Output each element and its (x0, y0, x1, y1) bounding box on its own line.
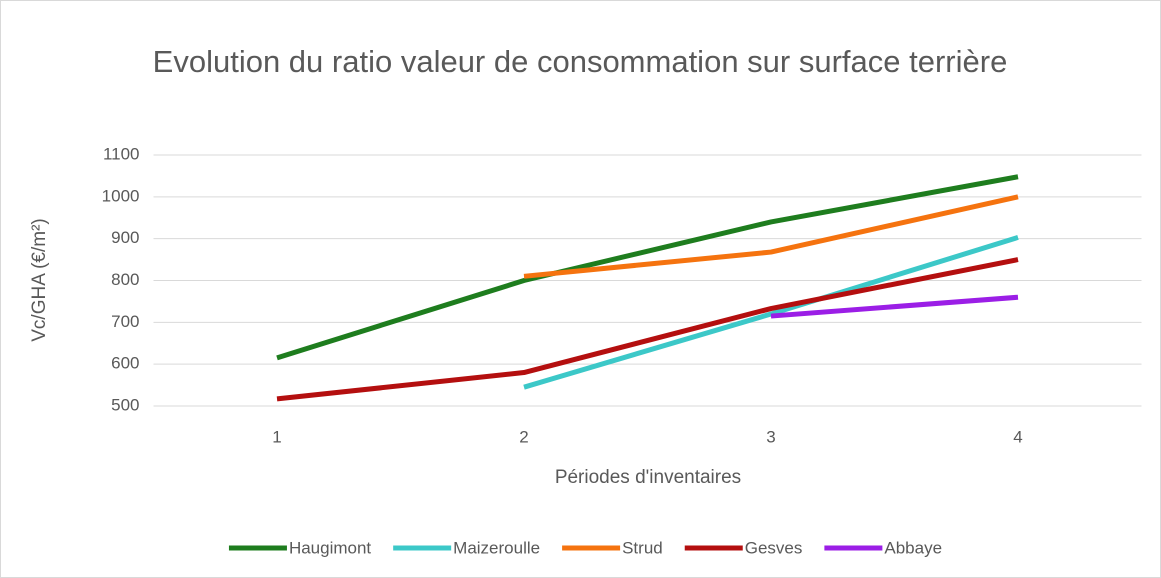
y-tick-label: 700 (111, 312, 139, 331)
series-line (276, 257, 1019, 402)
y-tick-label: 600 (111, 354, 139, 373)
series-line (770, 294, 1019, 319)
x-tick-label: 1 (272, 427, 281, 446)
legend-label: Strud (622, 538, 663, 557)
x-tick-label: 4 (1013, 427, 1022, 446)
legend-label: Maizeroulle (453, 538, 540, 557)
y-tick-label: 500 (111, 395, 139, 414)
y-axis-label: Vc/GHA (€/m²) (29, 218, 50, 342)
legend-label: Haugimont (289, 538, 371, 557)
legend-label: Gesves (745, 538, 803, 557)
x-axis-label: Périodes d'inventaires (555, 467, 741, 488)
y-tick-label: 1000 (102, 186, 140, 205)
series-line (523, 194, 1019, 279)
legend-label: Abbaye (884, 538, 942, 557)
x-tick-label: 2 (519, 427, 528, 446)
y-tick-label: 800 (111, 270, 139, 289)
x-tick-label: 3 (766, 427, 775, 446)
series-line (276, 174, 1019, 361)
y-tick-label: 1100 (103, 144, 140, 163)
y-tick-label: 900 (111, 228, 139, 247)
chart-title: Evolution du ratio valeur de consommatio… (152, 44, 1008, 79)
